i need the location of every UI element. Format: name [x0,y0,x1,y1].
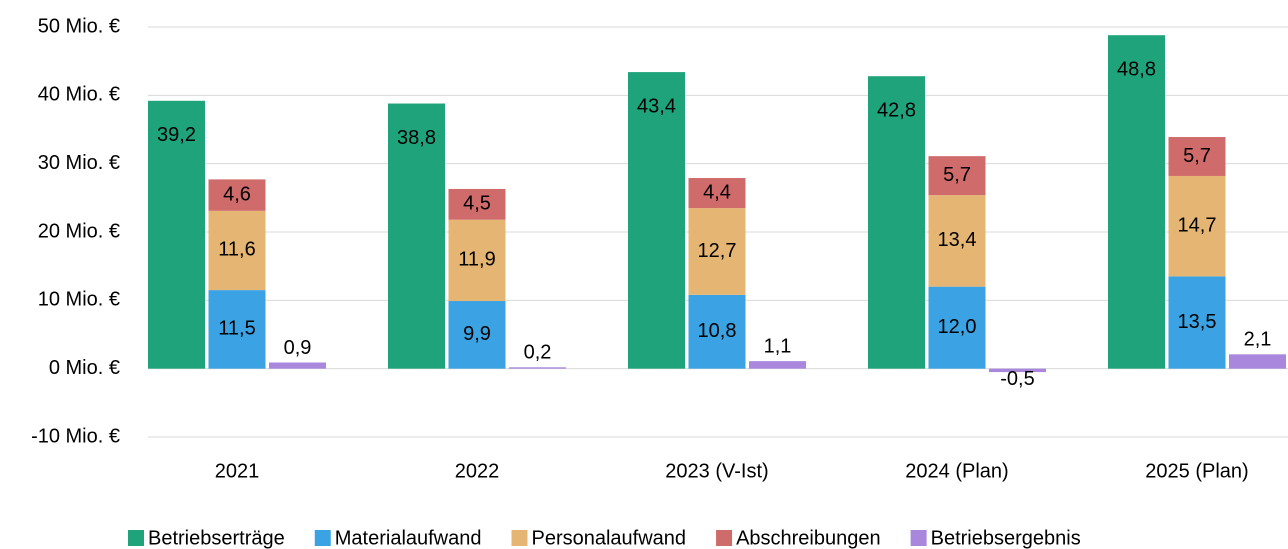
data-label: 12,0 [938,316,977,338]
x-tick-label: 2022 [455,460,500,482]
data-label: 11,9 [458,249,495,271]
data-label: 14,7 [1178,214,1217,236]
bar [1229,354,1286,369]
data-label: 4,6 [223,183,251,205]
legend-label: Betriebsergebnis [931,527,1081,549]
legend-label: Abschreibungen [736,527,881,549]
data-label: 10,8 [698,320,737,342]
bar [989,368,1046,373]
data-label: 0,2 [524,342,552,364]
y-tick-label: 20 Mio. € [38,220,120,242]
bar [1108,35,1165,369]
bar [448,301,506,369]
bar [688,178,746,209]
data-label: 43,4 [637,95,676,117]
data-label: 38,8 [397,127,436,149]
bar [208,210,266,291]
data-label: 1,1 [764,335,792,357]
y-tick-label: -10 Mio. € [31,425,120,447]
data-label: 4,5 [463,193,491,215]
y-tick-label: 10 Mio. € [38,289,120,311]
x-tick-label: 2021 [215,460,260,482]
y-tick-label: 40 Mio. € [38,84,120,106]
data-label: -0,5 [1000,368,1034,390]
data-label: 42,8 [877,99,916,121]
bar [448,219,506,302]
legend-swatch [910,530,927,546]
legend-label: Personalaufwand [532,527,687,549]
data-label: 12,7 [698,240,737,262]
legend-label: Betriebserträge [148,527,285,549]
data-label: 13,4 [938,229,977,251]
x-tick-label: 2025 (Plan) [1145,460,1248,482]
data-label: 4,4 [703,181,731,203]
bar [628,72,685,369]
legend-swatch [314,530,331,546]
data-label: 11,5 [218,318,255,340]
data-label: 13,5 [1178,311,1217,333]
legend-swatch [128,530,144,546]
data-label: 39,2 [157,124,196,146]
legend-swatch [511,530,528,546]
y-tick-label: 0 Mio. € [49,357,120,379]
bar [1168,276,1226,369]
bar [688,208,746,295]
legend-swatch [716,530,733,546]
y-tick-label: 50 Mio. € [38,15,120,37]
bar [928,195,986,287]
bar [1168,175,1226,277]
bar [928,286,986,369]
data-label: 2,1 [1244,329,1272,351]
data-label: 48,8 [1117,58,1156,80]
bar [388,103,445,369]
bar [448,188,506,220]
y-tick-label: 30 Mio. € [38,152,120,174]
legend-label: Materialaufwand [335,527,482,549]
data-label: 11,6 [218,239,255,261]
bar [509,367,566,369]
x-tick-label: 2024 (Plan) [905,460,1008,482]
data-label: 9,9 [463,323,491,345]
bar [208,290,266,369]
bar [208,179,266,211]
data-label: 5,7 [943,164,971,186]
bar [1168,137,1226,176]
data-label: 5,7 [1183,145,1211,167]
bar [928,156,986,196]
x-tick-label: 2023 (V-Ist) [665,460,768,482]
data-label: 0,9 [284,337,312,359]
bar [148,100,205,369]
bar [269,362,326,369]
bar [868,76,925,369]
bar [688,294,746,369]
bar [749,361,806,369]
